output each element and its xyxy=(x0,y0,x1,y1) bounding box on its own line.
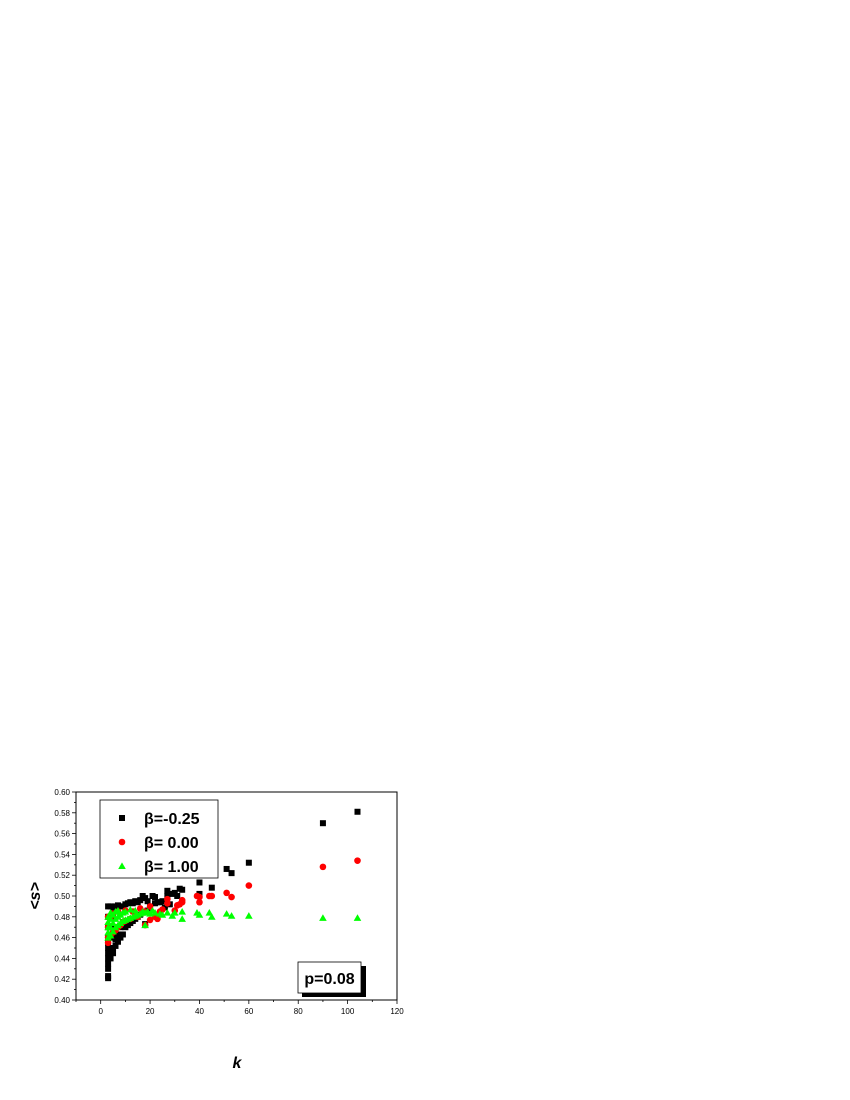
y-tick-label: 0.52 xyxy=(54,871,70,880)
y-tick-label: 0.50 xyxy=(54,892,70,901)
legend-marker-circle xyxy=(118,838,126,846)
data-point xyxy=(245,912,253,919)
y-tick-label: 0.54 xyxy=(54,850,70,859)
data-point xyxy=(114,938,121,945)
data-point xyxy=(170,909,179,916)
data-point xyxy=(106,915,115,922)
data-point xyxy=(114,931,121,938)
data-point xyxy=(205,909,214,916)
data-point xyxy=(131,906,140,914)
data-point xyxy=(164,887,171,894)
data-point xyxy=(319,820,326,827)
data-point xyxy=(178,898,186,906)
data-point xyxy=(126,905,135,913)
legend-box xyxy=(99,799,219,879)
data-point xyxy=(152,894,159,901)
data-marks xyxy=(104,808,362,982)
data-point xyxy=(208,913,216,920)
data-point xyxy=(109,919,117,927)
data-point xyxy=(171,889,178,896)
data-point xyxy=(142,895,149,902)
data-point xyxy=(354,857,361,864)
data-point xyxy=(114,906,122,914)
data-point xyxy=(196,879,203,886)
data-point xyxy=(178,908,186,915)
y-tick-label: 0.46 xyxy=(54,934,70,943)
y-tick-label: 0.60 xyxy=(54,788,70,797)
data-point xyxy=(158,911,167,918)
x-tick-label: 40 xyxy=(195,1007,204,1016)
legend-label: β= 0.00 xyxy=(144,835,199,852)
data-point xyxy=(137,897,144,904)
data-point xyxy=(223,865,230,872)
data-point xyxy=(146,916,154,924)
data-point xyxy=(245,859,252,866)
data-point xyxy=(245,882,253,889)
series-triangle xyxy=(104,905,362,941)
data-point xyxy=(354,808,361,815)
data-point xyxy=(196,898,203,906)
data-point xyxy=(106,931,115,939)
data-point xyxy=(110,950,117,957)
data-point xyxy=(105,960,112,967)
x-tick-label: 100 xyxy=(341,1007,355,1016)
y-tick-label: 0.56 xyxy=(54,830,70,839)
data-point xyxy=(163,909,172,916)
data-point xyxy=(106,923,115,931)
data-point xyxy=(151,909,159,916)
data-point xyxy=(117,934,124,941)
data-point xyxy=(228,870,235,877)
data-point xyxy=(319,863,327,871)
x-tick-label: 80 xyxy=(294,1007,303,1016)
data-point xyxy=(353,914,362,921)
data-point xyxy=(208,892,216,900)
data-point xyxy=(164,899,171,907)
x-tick-label: 120 xyxy=(390,1007,404,1016)
data-point xyxy=(144,898,151,905)
data-point xyxy=(104,939,112,947)
annotation-box: p=0.08 xyxy=(297,961,366,997)
data-point xyxy=(195,911,204,918)
legend-label: β= 1.00 xyxy=(144,859,199,876)
data-point xyxy=(178,915,186,922)
data-point xyxy=(228,893,235,901)
y-tick-label: 0.44 xyxy=(54,954,70,963)
data-point xyxy=(105,973,112,980)
legend-marker-square xyxy=(119,815,125,821)
data-point xyxy=(174,893,181,899)
data-point xyxy=(109,927,117,935)
data-point xyxy=(146,903,154,910)
x-tick-label: 20 xyxy=(146,1007,155,1016)
data-point xyxy=(121,908,130,915)
data-point xyxy=(159,898,166,905)
data-point xyxy=(141,921,149,929)
data-point xyxy=(208,884,215,891)
data-point xyxy=(223,889,230,897)
data-point xyxy=(112,942,119,949)
legend-label: β=-0.25 xyxy=(144,811,200,828)
data-point xyxy=(196,893,203,901)
y-tick-label: 0.42 xyxy=(54,975,70,984)
data-point xyxy=(119,931,126,938)
data-point xyxy=(159,906,166,913)
data-point xyxy=(222,910,231,917)
data-point xyxy=(319,914,327,921)
data-point xyxy=(179,886,186,893)
x-axis-label: k xyxy=(233,1055,243,1072)
legend-marker-triangle xyxy=(118,862,126,869)
annotation-frame xyxy=(297,961,362,994)
y-axis-label: <s> xyxy=(27,882,44,910)
x-tick-label: 60 xyxy=(244,1007,253,1016)
y-tick-label: 0.40 xyxy=(54,996,70,1005)
y-tick-label: 0.48 xyxy=(54,913,70,922)
annotation-text: p=0.08 xyxy=(304,971,354,988)
x-tick-label: 0 xyxy=(98,1007,103,1016)
data-point xyxy=(105,965,112,972)
legend: β=-0.25 β= 0.00 β= 1.00 xyxy=(99,799,219,879)
data-point xyxy=(107,955,114,962)
data-point xyxy=(227,912,236,919)
y-tick-label: 0.58 xyxy=(54,809,70,818)
axis-ticks: 0 20 40 60 80 100 120 0.40 0.42 0.44 0.46 0.48 0.50 0… xyxy=(54,788,404,1016)
